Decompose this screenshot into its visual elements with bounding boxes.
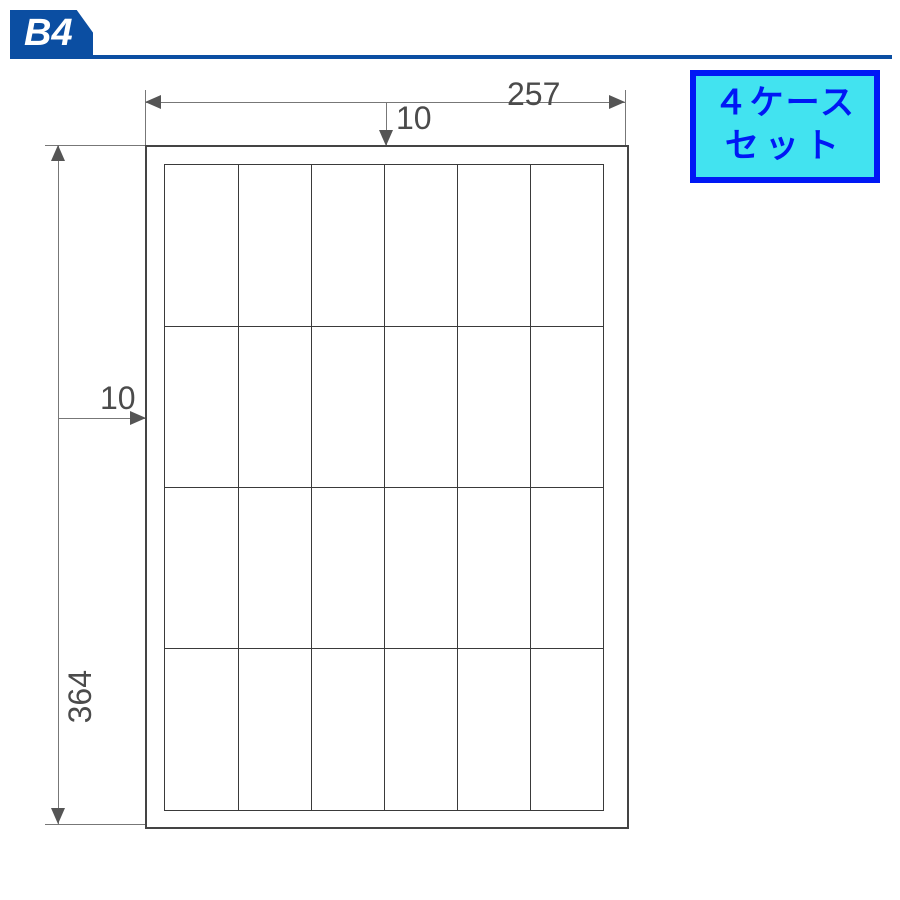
dim-sheet-width: 257 [507,76,560,113]
arrowhead-icon [145,95,161,109]
arrowhead-icon [609,95,625,109]
ext-line [45,824,145,825]
arrowhead-icon [51,145,65,161]
dim-margin-top: 10 [396,100,432,137]
format-tab: B4 [10,10,93,56]
header-rule [10,55,892,59]
promo-badge: ４ケース セット [690,70,880,183]
arrowhead-icon [379,130,393,146]
ext-line [625,90,626,150]
label-grid [164,164,604,811]
format-tab-text: B4 [24,14,73,52]
dim-margin-left: 10 [100,380,136,417]
grid-line [165,326,603,327]
promo-line-2: セット [714,125,856,168]
dim-sheet-height: 364 [62,670,99,723]
grid-line [165,487,603,488]
arrowhead-icon [51,808,65,824]
tab-corner-cut [76,9,94,34]
label-sheet-diagram: 257 10 364 10 39 86 [40,70,680,890]
grid-line [165,648,603,649]
dim-line-sheet-height [58,145,59,825]
promo-line-1: ４ケース [714,82,856,125]
